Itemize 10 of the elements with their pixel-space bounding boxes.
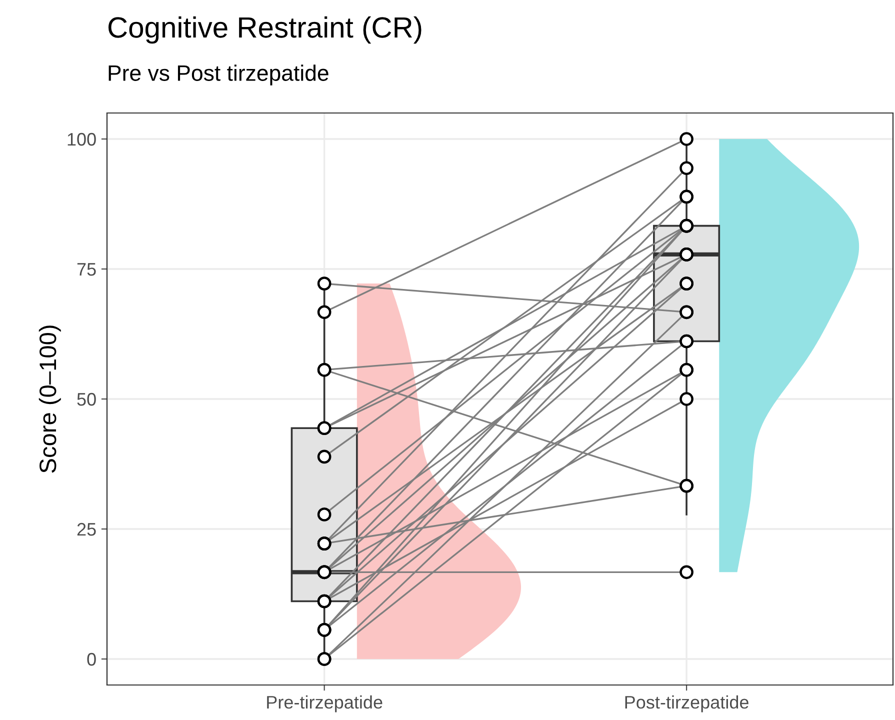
y-tick-label: 100 <box>68 132 96 146</box>
y-tick-label: 75 <box>77 263 96 276</box>
y-tick-label: 0 <box>87 652 96 666</box>
y-tick-label: 50 <box>77 392 96 406</box>
x-tick-label: Post-tirzepatide <box>625 695 748 712</box>
chart-subtitle: Pre vs Post tirzepatide <box>108 64 328 86</box>
x-tick-label: Pre-tirzepatide <box>267 695 382 712</box>
chart-title: Cognitive Restraint (CR) <box>108 16 422 44</box>
y-axis-title: Score (0–100) <box>38 326 61 473</box>
y-tick-label: 25 <box>77 522 96 536</box>
